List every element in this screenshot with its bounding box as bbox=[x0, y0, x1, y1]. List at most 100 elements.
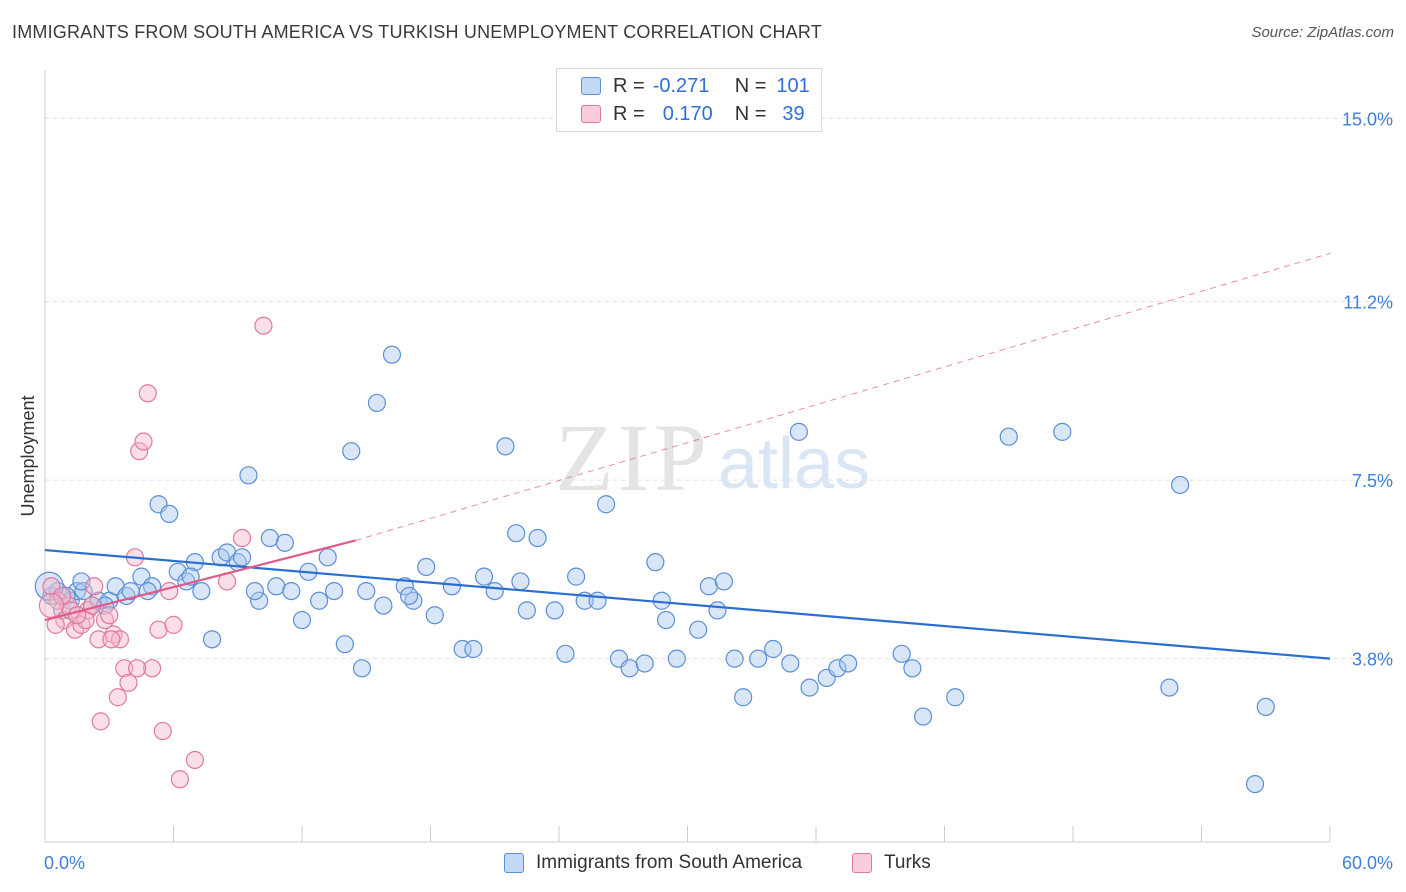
data-point-immigrants bbox=[699, 577, 719, 596]
data-point-immigrants bbox=[708, 601, 727, 620]
x-tick-label: 0.0% bbox=[44, 853, 85, 873]
series-legend: Immigrants from South America Turks bbox=[0, 852, 1406, 878]
data-point-immigrants bbox=[689, 620, 708, 639]
data-point-immigrants bbox=[656, 610, 676, 630]
data-point-turks bbox=[138, 384, 157, 403]
data-point-immigrants bbox=[620, 659, 639, 678]
y-axis-label: Unemployment bbox=[18, 395, 38, 516]
data-point-turks bbox=[170, 770, 190, 789]
data-point-turks bbox=[185, 750, 205, 770]
legend-swatch-pink bbox=[581, 105, 601, 123]
data-point-immigrants bbox=[160, 504, 179, 524]
x-tick-label: 60.0% bbox=[1342, 853, 1393, 873]
legend-row-pink: R = 0.170 N = 39 bbox=[557, 100, 805, 128]
chart-title: IMMIGRANTS FROM SOUTH AMERICA VS TURKISH… bbox=[12, 22, 822, 42]
trendline-turks-extension bbox=[355, 252, 1331, 541]
series-legend-item-turks[interactable]: Turks bbox=[852, 852, 931, 874]
data-point-immigrants bbox=[1256, 697, 1275, 717]
legend-r-label: R = bbox=[613, 74, 645, 97]
data-point-immigrants bbox=[318, 548, 337, 567]
data-point-immigrants bbox=[597, 495, 616, 514]
legend-n-label: N = bbox=[734, 74, 767, 97]
data-point-immigrants bbox=[635, 654, 654, 673]
legend-row-blue: R = -0.271 N = 101 bbox=[557, 72, 810, 100]
data-point-immigrants bbox=[749, 649, 768, 668]
source-credit: Source: ZipAtlas.com bbox=[1251, 24, 1394, 41]
data-point-immigrants bbox=[913, 707, 933, 726]
watermark-zip: ZIP bbox=[555, 404, 711, 511]
data-point-immigrants bbox=[442, 577, 462, 596]
data-point-immigrants bbox=[528, 528, 547, 548]
data-point-turks-cluster bbox=[38, 592, 65, 619]
trendline-turks bbox=[44, 539, 356, 622]
data-point-immigrants bbox=[352, 659, 372, 678]
legend-n-value: 39 bbox=[782, 102, 805, 125]
watermark-atlas: atlas bbox=[718, 424, 870, 504]
data-point-immigrants bbox=[325, 581, 344, 601]
data-point-immigrants bbox=[828, 659, 847, 678]
data-point-immigrants bbox=[245, 581, 264, 601]
series-swatch-pink bbox=[852, 853, 872, 873]
data-point-immigrants bbox=[1170, 475, 1190, 495]
data-point-immigrants bbox=[789, 422, 808, 441]
data-point-immigrants bbox=[260, 528, 279, 548]
data-point-immigrants bbox=[367, 393, 387, 413]
data-point-immigrants bbox=[999, 427, 1018, 446]
data-point-immigrants bbox=[646, 553, 665, 572]
y-tick-label: 7.5% bbox=[1352, 471, 1393, 491]
data-point-immigrants bbox=[453, 639, 472, 659]
y-tick-label: 3.8% bbox=[1352, 650, 1393, 670]
data-point-turks bbox=[85, 577, 104, 596]
data-point-immigrants bbox=[725, 649, 744, 668]
legend-n-value: 101 bbox=[776, 74, 810, 97]
data-point-immigrants bbox=[232, 548, 252, 567]
data-point-turks bbox=[160, 581, 179, 601]
data-point-immigrants bbox=[399, 586, 419, 606]
data-point-immigrants bbox=[474, 567, 494, 586]
data-point-immigrants bbox=[374, 596, 393, 615]
data-point-immigrants bbox=[425, 606, 444, 625]
legend-n-label: N = bbox=[734, 102, 767, 125]
data-point-turks bbox=[164, 615, 183, 634]
y-tick-label: 11.2% bbox=[1343, 293, 1393, 313]
data-point-immigrants bbox=[1160, 678, 1179, 697]
data-point-immigrants bbox=[946, 688, 965, 707]
series-swatch-blue bbox=[504, 853, 524, 873]
data-point-immigrants bbox=[485, 581, 504, 601]
data-point-immigrants bbox=[667, 649, 686, 668]
data-point-turks bbox=[119, 673, 138, 692]
trendline-immigrants bbox=[44, 548, 1331, 660]
data-point-immigrants bbox=[202, 630, 222, 649]
data-point-turks bbox=[254, 316, 273, 335]
legend-r-label: R = bbox=[613, 102, 645, 125]
data-point-immigrants bbox=[734, 688, 753, 707]
data-point-immigrants bbox=[357, 581, 376, 601]
data-point-immigrants bbox=[800, 678, 819, 697]
data-point-immigrants bbox=[310, 591, 329, 610]
data-point-turks bbox=[115, 659, 134, 678]
data-point-immigrants bbox=[395, 577, 414, 596]
data-point-immigrants bbox=[239, 466, 258, 485]
data-point-immigrants bbox=[556, 644, 575, 663]
data-point-immigrants bbox=[496, 437, 515, 456]
data-point-turks bbox=[153, 721, 172, 741]
data-point-immigrants bbox=[892, 644, 911, 663]
data-point-immigrants bbox=[250, 591, 269, 610]
data-point-immigrants bbox=[1053, 422, 1072, 441]
data-point-immigrants bbox=[417, 557, 436, 577]
series-legend-label: Immigrants from South America bbox=[536, 852, 803, 873]
correlation-legend: R = -0.271 N = 101 R = 0.170 N = 39 bbox=[556, 68, 822, 132]
series-legend-item-immigrants[interactable]: Immigrants from South America bbox=[504, 852, 802, 874]
legend-r-value: 0.170 bbox=[662, 102, 713, 125]
data-point-immigrants bbox=[903, 659, 922, 678]
data-point-immigrants bbox=[382, 345, 402, 364]
y-tick-label: 15.0% bbox=[1342, 109, 1393, 129]
data-point-immigrants bbox=[764, 639, 783, 659]
data-point-immigrants bbox=[342, 442, 361, 461]
legend-swatch-blue bbox=[581, 77, 601, 95]
data-point-immigrants bbox=[511, 572, 530, 591]
data-point-immigrants bbox=[781, 654, 800, 673]
data-point-immigrants bbox=[517, 601, 536, 620]
data-point-turks bbox=[127, 659, 147, 678]
